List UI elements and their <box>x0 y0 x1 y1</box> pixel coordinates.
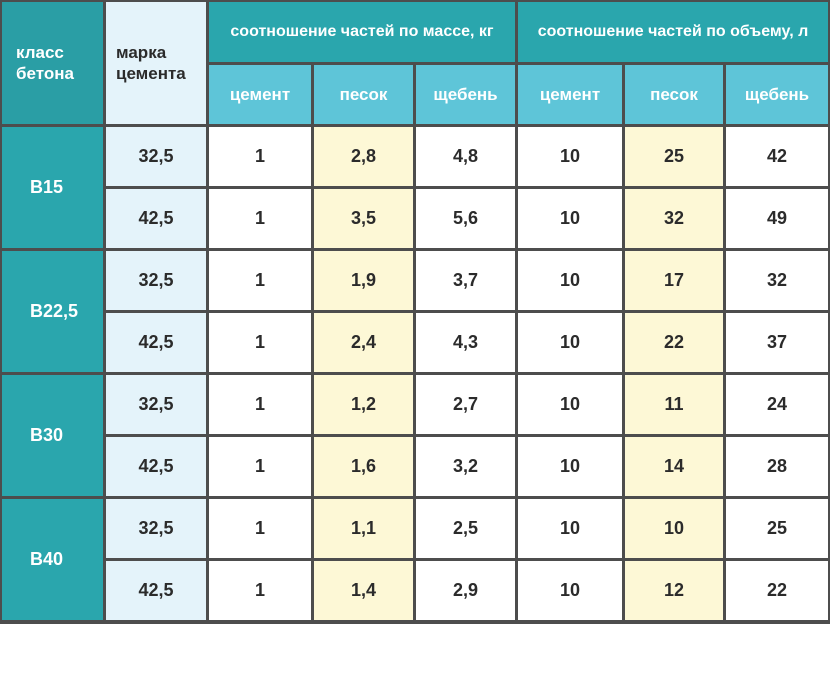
volume-sand-value: 11 <box>625 375 723 434</box>
mass-cement-value: 1 <box>209 251 311 310</box>
volume-cement-value: 10 <box>518 251 622 310</box>
header-cement-grade: марка цемента <box>106 2 206 124</box>
mass-sand-value: 1,9 <box>314 251 413 310</box>
cement-grade-cell: 42,5 <box>106 561 206 620</box>
cement-grade-cell: 42,5 <box>106 437 206 496</box>
mass-gravel-value: 3,2 <box>416 437 515 496</box>
cement-grade-cell: 32,5 <box>106 375 206 434</box>
cement-grade-cell: 32,5 <box>106 251 206 310</box>
volume-gravel-value: 49 <box>726 189 828 248</box>
volume-cement-value: 10 <box>518 189 622 248</box>
volume-cement-value: 10 <box>518 499 622 558</box>
header-volume-sand: песок <box>625 65 723 124</box>
header-mass-ratio: соотношение частей по массе, кг <box>209 2 515 62</box>
header-volume-cement: цемент <box>518 65 622 124</box>
concrete-proportions-table: класс бетона марка цемента соотношение ч… <box>0 0 830 624</box>
volume-gravel-value: 22 <box>726 561 828 620</box>
volume-gravel-value: 37 <box>726 313 828 372</box>
cement-grade-cell: 42,5 <box>106 189 206 248</box>
volume-gravel-value: 32 <box>726 251 828 310</box>
header-mass-cement: цемент <box>209 65 311 124</box>
mass-gravel-value: 5,6 <box>416 189 515 248</box>
volume-sand-value: 32 <box>625 189 723 248</box>
volume-gravel-value: 25 <box>726 499 828 558</box>
mass-gravel-value: 4,8 <box>416 127 515 186</box>
class-cell: B15 <box>2 127 103 248</box>
volume-gravel-value: 42 <box>726 127 828 186</box>
class-cell: B40 <box>2 499 103 620</box>
cement-grade-cell: 32,5 <box>106 499 206 558</box>
mass-gravel-value: 4,3 <box>416 313 515 372</box>
volume-cement-value: 10 <box>518 313 622 372</box>
mass-sand-value: 1,4 <box>314 561 413 620</box>
cement-grade-cell: 42,5 <box>106 313 206 372</box>
header-volume-ratio: соотношение частей по объему, л <box>518 2 828 62</box>
mass-cement-value: 1 <box>209 313 311 372</box>
volume-gravel-value: 24 <box>726 375 828 434</box>
volume-sand-value: 14 <box>625 437 723 496</box>
volume-cement-value: 10 <box>518 437 622 496</box>
mass-cement-value: 1 <box>209 375 311 434</box>
mass-cement-value: 1 <box>209 127 311 186</box>
mass-gravel-value: 3,7 <box>416 251 515 310</box>
header-volume-gravel: щебень <box>726 65 828 124</box>
volume-cement-value: 10 <box>518 375 622 434</box>
mass-sand-value: 2,4 <box>314 313 413 372</box>
mass-cement-value: 1 <box>209 189 311 248</box>
class-cell: B30 <box>2 375 103 496</box>
header-mass-sand: песок <box>314 65 413 124</box>
mass-cement-value: 1 <box>209 437 311 496</box>
cement-grade-cell: 32,5 <box>106 127 206 186</box>
mass-sand-value: 1,1 <box>314 499 413 558</box>
volume-gravel-value: 28 <box>726 437 828 496</box>
class-cell: B22,5 <box>2 251 103 372</box>
volume-sand-value: 12 <box>625 561 723 620</box>
mass-gravel-value: 2,5 <box>416 499 515 558</box>
mass-gravel-value: 2,9 <box>416 561 515 620</box>
volume-sand-value: 25 <box>625 127 723 186</box>
header-mass-gravel: щебень <box>416 65 515 124</box>
volume-sand-value: 17 <box>625 251 723 310</box>
mass-sand-value: 2,8 <box>314 127 413 186</box>
mass-sand-value: 3,5 <box>314 189 413 248</box>
mass-cement-value: 1 <box>209 499 311 558</box>
mass-gravel-value: 2,7 <box>416 375 515 434</box>
mass-cement-value: 1 <box>209 561 311 620</box>
header-concrete-class: класс бетона <box>2 2 103 124</box>
mass-sand-value: 1,6 <box>314 437 413 496</box>
volume-cement-value: 10 <box>518 561 622 620</box>
volume-sand-value: 22 <box>625 313 723 372</box>
volume-cement-value: 10 <box>518 127 622 186</box>
mass-sand-value: 1,2 <box>314 375 413 434</box>
volume-sand-value: 10 <box>625 499 723 558</box>
